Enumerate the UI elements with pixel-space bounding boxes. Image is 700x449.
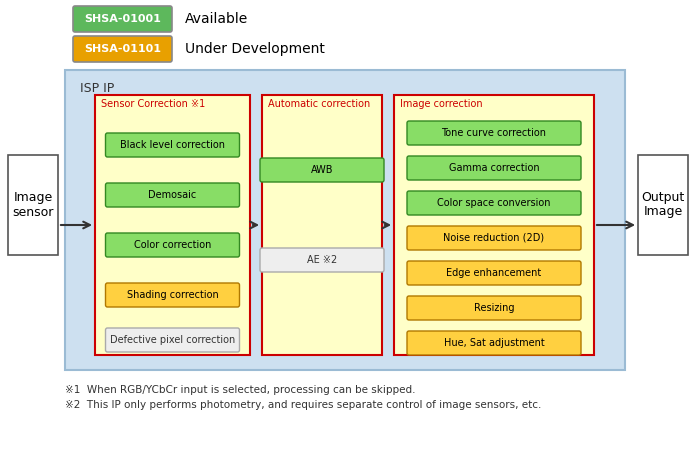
Text: AE ※2: AE ※2	[307, 255, 337, 265]
FancyBboxPatch shape	[106, 133, 239, 157]
Text: Color correction: Color correction	[134, 240, 211, 250]
FancyBboxPatch shape	[106, 328, 239, 352]
Text: ※1  When RGB/YCbCr input is selected, processing can be skipped.: ※1 When RGB/YCbCr input is selected, pro…	[65, 385, 416, 395]
FancyBboxPatch shape	[260, 158, 384, 182]
Text: sensor: sensor	[13, 206, 54, 219]
FancyBboxPatch shape	[407, 261, 581, 285]
Bar	[8, 155, 58, 255]
Text: Sensor Correction ※1: Sensor Correction ※1	[101, 99, 205, 109]
Text: SHSA-01001: SHSA-01001	[84, 14, 161, 24]
Text: Edge enhancement: Edge enhancement	[447, 268, 542, 278]
Text: Defective pixel correction: Defective pixel correction	[110, 335, 235, 345]
Text: Image correction: Image correction	[400, 99, 482, 109]
FancyBboxPatch shape	[407, 156, 581, 180]
Bar	[638, 155, 688, 255]
FancyBboxPatch shape	[106, 183, 239, 207]
FancyBboxPatch shape	[73, 36, 172, 62]
Text: Tone curve correction: Tone curve correction	[442, 128, 547, 138]
FancyBboxPatch shape	[106, 233, 239, 257]
Text: Gamma correction: Gamma correction	[449, 163, 539, 173]
Text: ※2  This IP only performs photometry, and requires separate control of image sen: ※2 This IP only performs photometry, and…	[65, 400, 541, 410]
Text: AWB: AWB	[311, 165, 333, 175]
Text: Black level correction: Black level correction	[120, 140, 225, 150]
FancyBboxPatch shape	[407, 296, 581, 320]
Text: Output: Output	[641, 192, 685, 204]
FancyBboxPatch shape	[407, 331, 581, 355]
FancyBboxPatch shape	[407, 226, 581, 250]
Text: Resizing: Resizing	[474, 303, 514, 313]
Text: ISP IP: ISP IP	[80, 82, 114, 95]
Text: Color space conversion: Color space conversion	[438, 198, 551, 208]
FancyBboxPatch shape	[260, 248, 384, 272]
Text: SHSA-01101: SHSA-01101	[84, 44, 161, 54]
FancyBboxPatch shape	[407, 121, 581, 145]
Text: Hue, Sat adjustment: Hue, Sat adjustment	[444, 338, 545, 348]
FancyBboxPatch shape	[407, 191, 581, 215]
FancyBboxPatch shape	[73, 6, 172, 32]
Text: Available: Available	[185, 12, 248, 26]
Bar	[394, 95, 594, 355]
Text: Image: Image	[13, 192, 52, 204]
Text: Shading correction: Shading correction	[127, 290, 218, 300]
Bar	[65, 70, 625, 370]
Text: Demosaic: Demosaic	[148, 190, 197, 200]
Bar	[95, 95, 250, 355]
Bar	[262, 95, 382, 355]
Text: Under Development: Under Development	[185, 42, 325, 56]
Text: Image: Image	[643, 206, 682, 219]
Text: Noise reduction (2D): Noise reduction (2D)	[443, 233, 545, 243]
FancyBboxPatch shape	[106, 283, 239, 307]
Text: Automatic correction: Automatic correction	[268, 99, 370, 109]
